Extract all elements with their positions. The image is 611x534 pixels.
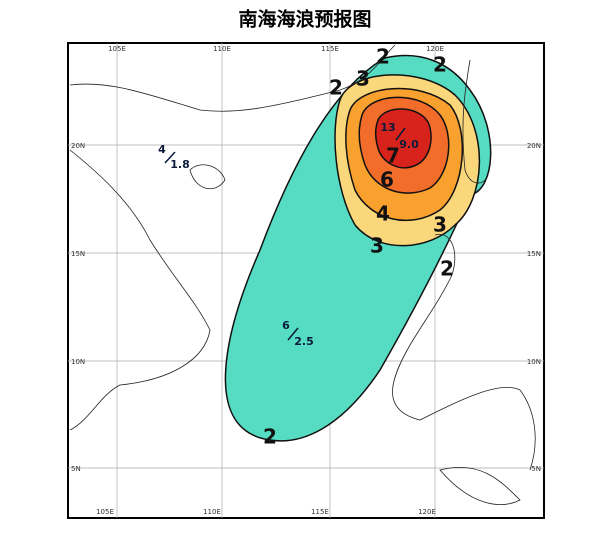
contour-label: 2 <box>376 45 390 69</box>
contour-label: 2 <box>329 76 343 100</box>
wave-height: 1.8 <box>170 158 190 171</box>
contour-label: 3 <box>433 213 447 237</box>
title: 南海海浪预报图 <box>238 8 371 31</box>
lon-label: 110E <box>203 508 221 516</box>
lon-label: 120E <box>426 45 444 53</box>
lat-label: 15N <box>71 250 85 258</box>
wind-level: 4 <box>158 143 166 156</box>
lon-label: 110E <box>213 45 231 53</box>
lon-label: 115E <box>311 508 329 516</box>
wind-level: 6 <box>282 319 290 332</box>
contour-label: 4 <box>376 202 390 226</box>
contour-label: 2 <box>433 53 447 77</box>
wave-height: 9.0 <box>399 138 419 151</box>
lat-label: 10N <box>527 358 541 366</box>
lon-label: 105E <box>108 45 126 53</box>
contour-label: 7 <box>386 144 400 168</box>
contour-label: 2 <box>263 425 277 449</box>
lat-label: 5N <box>71 465 81 473</box>
lat-label: 5N <box>531 465 541 473</box>
grid-labels: 105E 110E 115E 120E 105E 110E 115E 120E … <box>71 45 541 516</box>
lat-label: 20N <box>71 142 85 150</box>
contour-label: 6 <box>380 168 394 192</box>
lat-label: 10N <box>71 358 85 366</box>
contour-labels: 2 2 2 2 2 3 3 3 4 6 7 <box>263 45 454 449</box>
lon-label: 105E <box>96 508 114 516</box>
contour-label: 2 <box>440 257 454 281</box>
wind-level: 13 <box>380 121 395 134</box>
coastline <box>69 44 536 505</box>
contour-label: 3 <box>370 234 384 258</box>
wave-markers: 4 1.8 6 2.5 13 9.0 <box>158 121 419 348</box>
wave-height: 2.5 <box>294 335 314 348</box>
lat-label: 20N <box>527 142 541 150</box>
lon-label: 120E <box>418 508 436 516</box>
lat-label: 15N <box>527 250 541 258</box>
lon-label: 115E <box>321 45 339 53</box>
wave-contours <box>224 54 492 442</box>
contour-label: 3 <box>356 67 370 91</box>
